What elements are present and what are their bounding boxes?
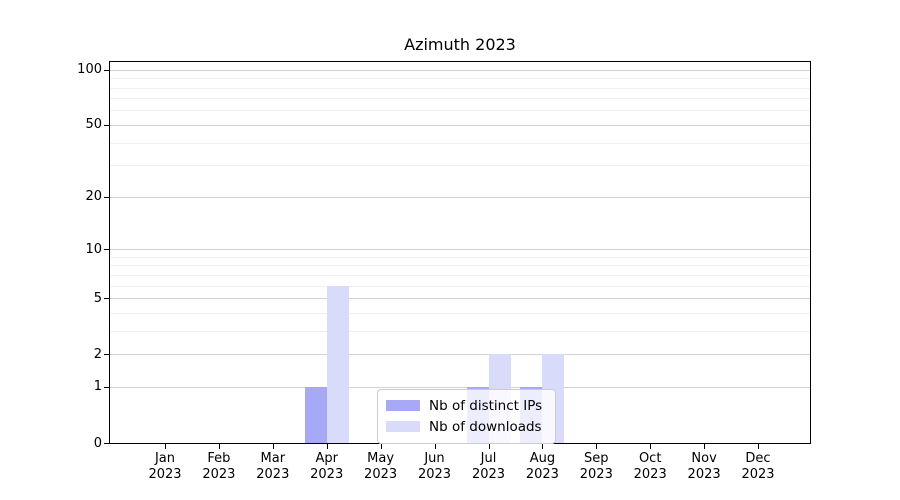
bar-nb-of-distinct-ips-apr-2023 xyxy=(304,386,327,443)
x-tick-mark-sep-2023 xyxy=(596,444,598,449)
x-tick-label-line: May xyxy=(367,451,395,466)
x-tick-label-jun-2023: Jun 2023 xyxy=(403,451,467,483)
legend-item-distinct-ips: Nb of distinct IPs xyxy=(386,397,542,414)
x-tick-mark-aug-2023 xyxy=(542,444,544,449)
x-tick-label-line: 2023 xyxy=(202,467,236,482)
x-tick-label-jan-2023: Jan 2023 xyxy=(133,451,197,483)
minor-gridline-6 xyxy=(110,285,810,287)
x-tick-mark-oct-2023 xyxy=(650,444,652,449)
y-tick-mark-20 xyxy=(104,196,109,198)
y-tick-label-1: 1 xyxy=(93,379,102,395)
x-tick-label-may-2023: May 2023 xyxy=(349,451,413,483)
major-gridline-20 xyxy=(110,196,810,198)
x-tick-label-line: Aug xyxy=(529,451,556,466)
y-tick-label-5: 5 xyxy=(93,290,102,306)
minor-gridline-3 xyxy=(110,330,810,332)
x-tick-mark-nov-2023 xyxy=(704,444,706,449)
y-tick-label-2: 2 xyxy=(93,346,102,362)
major-gridline-2 xyxy=(110,354,810,356)
x-tick-label-oct-2023: Oct 2023 xyxy=(618,451,682,483)
y-tick-mark-5 xyxy=(104,298,109,299)
minor-gridline-80 xyxy=(110,87,810,89)
x-tick-label-line: 2023 xyxy=(364,467,398,482)
x-tick-label-line: Oct xyxy=(638,451,662,466)
x-tick-label-sep-2023: Sep 2023 xyxy=(564,451,628,483)
x-tick-label-line: Nov xyxy=(691,451,717,466)
x-tick-label-line: 2023 xyxy=(579,467,613,482)
x-tick-label-mar-2023: Mar 2023 xyxy=(241,451,305,483)
y-tick-label-0: 0 xyxy=(93,435,102,451)
x-tick-label-line: Mar xyxy=(260,451,286,466)
x-tick-mark-jan-2023 xyxy=(165,444,166,449)
minor-gridline-4 xyxy=(110,312,810,314)
x-tick-label-line: 2023 xyxy=(417,467,452,482)
x-tick-label-line: Jul xyxy=(480,451,497,466)
x-tick-label-dec-2023: Dec 2023 xyxy=(726,451,790,483)
y-tick-mark-10 xyxy=(104,249,109,250)
x-tick-label-nov-2023: Nov 2023 xyxy=(672,451,736,483)
minor-gridline-9 xyxy=(110,256,810,258)
minor-gridline-40 xyxy=(110,142,810,144)
x-tick-mark-feb-2023 xyxy=(218,444,220,449)
x-tick-label-line: Jun xyxy=(424,451,445,466)
y-tick-mark-100 xyxy=(104,69,109,71)
x-tick-label-aug-2023: Aug 2023 xyxy=(510,451,574,483)
x-tick-label-line: 2023 xyxy=(148,467,182,482)
x-tick-label-line: 2023 xyxy=(741,467,775,482)
y-tick-label-50: 50 xyxy=(85,117,102,133)
x-tick-label-line: 2023 xyxy=(310,467,344,482)
x-tick-label-line: Feb xyxy=(207,451,231,466)
x-tick-label-line: 2023 xyxy=(633,467,667,482)
x-tick-mark-apr-2023 xyxy=(326,444,328,449)
x-tick-mark-mar-2023 xyxy=(272,444,274,449)
major-gridline-100 xyxy=(110,69,810,71)
minor-gridline-70 xyxy=(110,98,810,100)
x-tick-label-line: 2023 xyxy=(256,467,290,482)
y-tick-mark-1 xyxy=(104,386,109,388)
y-tick-mark-2 xyxy=(104,354,109,356)
x-tick-label-line: Sep xyxy=(584,451,609,466)
x-tick-label-line: 2023 xyxy=(687,467,721,482)
x-tick-label-line: Dec xyxy=(745,451,771,466)
bar-nb-of-downloads-apr-2023 xyxy=(326,285,349,443)
x-tick-label-feb-2023: Feb 2023 xyxy=(187,451,251,483)
minor-gridline-30 xyxy=(110,165,810,167)
legend-item-downloads: Nb of downloads xyxy=(386,418,542,435)
minor-gridline-60 xyxy=(110,110,810,112)
x-tick-label-line: 2023 xyxy=(525,467,559,482)
y-tick-mark-50 xyxy=(104,124,109,126)
x-tick-label-line: Apr xyxy=(315,451,338,466)
chart-title: Azimuth 2023 xyxy=(404,35,516,54)
x-tick-label-line: Jan xyxy=(154,451,176,466)
major-gridline-10 xyxy=(110,249,810,250)
x-tick-mark-jul-2023 xyxy=(488,444,490,449)
y-tick-label-100: 100 xyxy=(77,62,102,78)
major-gridline-1 xyxy=(110,386,810,388)
y-tick-mark-0 xyxy=(104,443,109,444)
minor-gridline-7 xyxy=(110,274,810,276)
legend-swatch xyxy=(386,400,420,411)
y-tick-label-10: 10 xyxy=(85,241,102,257)
major-gridline-5 xyxy=(110,298,810,299)
plot-area: Nb of distinct IPs Nb of downloads xyxy=(110,62,810,444)
x-tick-mark-dec-2023 xyxy=(758,444,759,449)
major-gridline-50 xyxy=(110,124,810,126)
x-tick-mark-jun-2023 xyxy=(434,444,436,449)
legend-label: Nb of downloads xyxy=(429,418,542,435)
y-tick-label-20: 20 xyxy=(85,189,102,205)
x-tick-mark-may-2023 xyxy=(380,444,382,449)
x-tick-label-apr-2023: Apr 2023 xyxy=(295,451,359,483)
minor-gridline-90 xyxy=(110,78,810,80)
minor-gridline-8 xyxy=(110,265,810,267)
x-tick-label-jul-2023: Jul 2023 xyxy=(457,451,521,483)
legend: Nb of distinct IPs Nb of downloads xyxy=(377,389,557,444)
x-tick-label-line: 2023 xyxy=(471,467,506,482)
legend-swatch xyxy=(386,421,420,432)
legend-label: Nb of distinct IPs xyxy=(429,397,543,414)
